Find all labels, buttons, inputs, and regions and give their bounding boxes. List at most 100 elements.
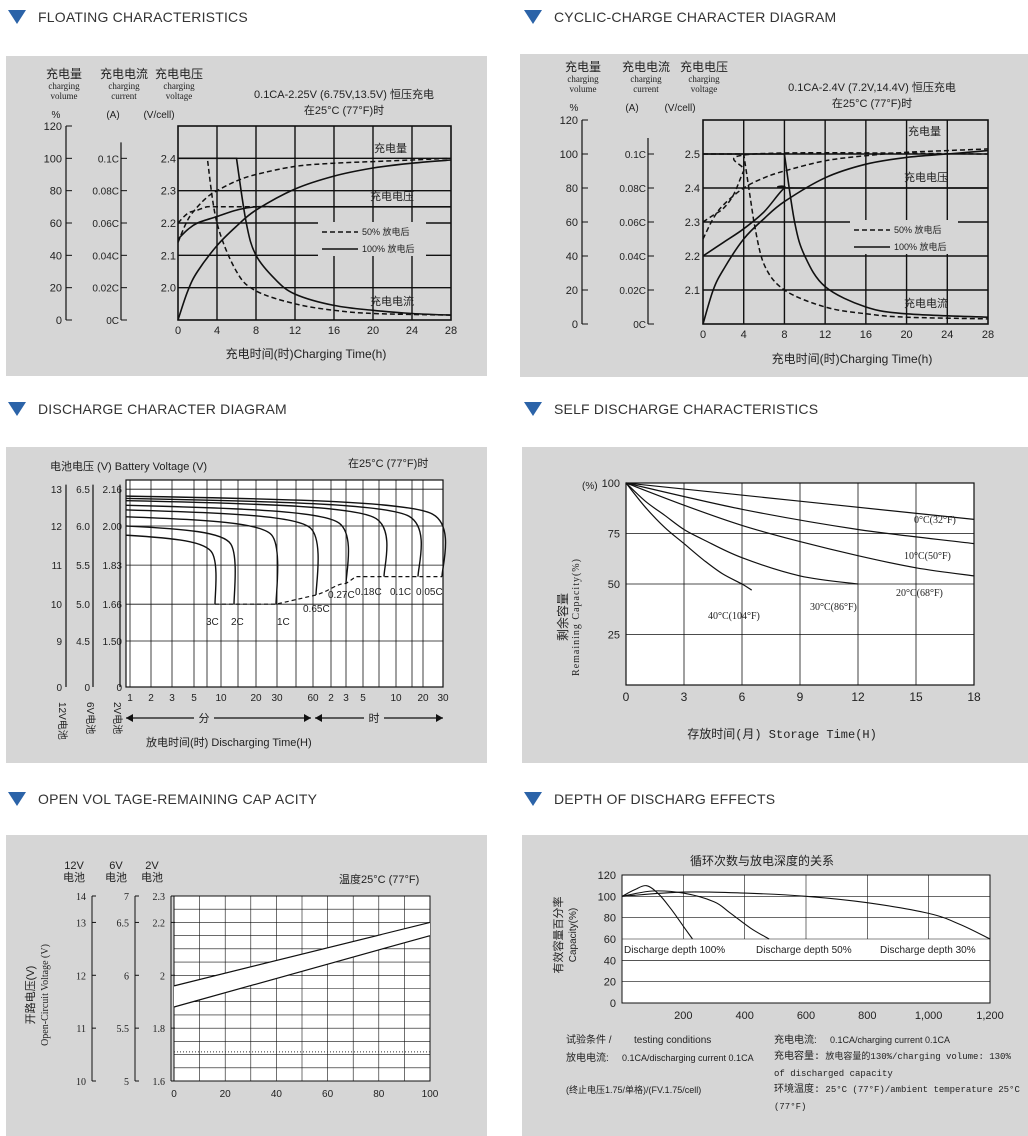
x-tick-label: 4 — [741, 329, 747, 341]
panel-discharge: 电池电压 (V) Battery Voltage (V) 在25°C (77°F… — [6, 447, 487, 763]
x-tick-label: 20 — [367, 325, 379, 337]
y-tick-label-current: 0.06C — [92, 219, 119, 230]
col2-zh: 充电电流 — [100, 66, 148, 81]
y-tick-label-current: 0.04C — [92, 251, 119, 262]
y-tick-label-current: 0C — [106, 316, 119, 327]
triangle-bullet-icon — [524, 402, 542, 416]
x-tick-label: 6 — [739, 690, 746, 704]
label-voltage: 充电电压 — [904, 170, 948, 184]
header-floating: FLOATING CHARACTERISTICS — [8, 9, 248, 25]
x-tick-label: 4 — [214, 325, 220, 337]
x-tick-label: 60 — [322, 1089, 334, 1100]
y-axis-label-en: Capacity(%) — [568, 908, 579, 962]
y-axis-label-zh: 剩余容量 — [555, 593, 570, 641]
cond2: 在25°C (77°F)时 — [832, 97, 912, 110]
y-tick-label-voltage: 2.0 — [161, 283, 176, 295]
curve-current-50 — [178, 157, 452, 316]
y-tick-label: 75 — [608, 529, 620, 541]
y-tick-label-volume: 40 — [50, 250, 62, 262]
x-axis-label: 放电时间(时) Discharging Time(H) — [146, 735, 312, 749]
header-text: OPEN VOL TAGE-REMAINING CAP ACITY — [38, 791, 318, 807]
x-tick-minute: 3 — [169, 693, 175, 704]
header-open-voltage: OPEN VOL TAGE-REMAINING CAP ACITY — [8, 791, 317, 807]
y-tick-label-volume: 20 — [566, 285, 578, 297]
y-tick-label-volume: 100 — [44, 153, 62, 165]
curve-volume-50 — [702, 148, 989, 240]
y-tick-label-voltage: 2.3 — [685, 217, 700, 229]
x-tick-minute: 2 — [148, 693, 154, 704]
y-tick-label-current: 0C — [633, 320, 646, 331]
y-tick-label-12v: 14 — [76, 892, 86, 903]
y-tick-label-volume: 0 — [572, 319, 578, 331]
y-tick-label-2v: 1.66 — [103, 600, 123, 611]
col1-unit: % — [52, 110, 61, 121]
y-tick-label-voltage: 2.5 — [685, 149, 700, 161]
x-axis-label: 充电时间(时)Charging Time(h) — [772, 351, 933, 366]
label-volume: 充电量 — [908, 124, 941, 138]
x-tick-label: 8 — [253, 325, 259, 337]
triangle-bullet-icon — [8, 402, 26, 416]
cond1: 0.1CA-2.4V (7.2V,14.4V) 恒压充电 — [788, 80, 956, 94]
col3-zh: 充电电压 — [680, 59, 728, 74]
x-tick-hour: 10 — [390, 693, 402, 704]
y-tick-label: 80 — [604, 913, 616, 925]
curve-voltage-100 — [177, 205, 451, 240]
band-fill — [174, 922, 430, 1007]
y-tick-label-2v: 2.16 — [103, 485, 123, 496]
x-tick-label: 24 — [406, 325, 418, 337]
x-tick-label: 0 — [700, 329, 706, 341]
discharge-curve-1C — [125, 516, 279, 605]
x-tick-label: 20 — [900, 329, 912, 341]
triangle-bullet-icon — [8, 792, 26, 806]
y-tick-label-voltage: 2.3 — [161, 186, 176, 198]
curve-Discharge depth 100% — [621, 885, 693, 940]
floating-chart: 充电量 charging volume % 充电电流 charging curr… — [44, 66, 457, 361]
y-tick-label-2v: 1.8 — [153, 1024, 166, 1035]
col2-en1: charging — [108, 81, 140, 91]
discharge-label-0.18C: 0.18C — [355, 587, 382, 598]
y-tick-label-2v: 1.83 — [103, 561, 123, 572]
header-discharge: DISCHARGE CHARACTER DIAGRAM — [8, 401, 287, 417]
y-tick-label: 120 — [598, 870, 616, 882]
y-tick-label-12v: 10 — [51, 600, 63, 611]
cyclic-chart: 充电量 charging volume % 充电电流 charging curr… — [560, 59, 994, 366]
col1-en1: charging — [48, 81, 80, 91]
x-tick-hour: 2 — [328, 693, 334, 704]
note-cap-v: 放电容量的130%/charging volume: 130% of disch… — [774, 1052, 1011, 1079]
x-tick-label: 40 — [271, 1089, 283, 1100]
col1-unit: % — [570, 103, 579, 114]
x-tick-hour: 5 — [360, 693, 366, 704]
note-test-k: 试验条件 / — [566, 1033, 612, 1046]
curve-volume-100 — [177, 159, 452, 321]
y-axis-label-en: Open-Circuit Voltage (V) — [40, 944, 51, 1046]
curve-30°C(86°F) — [625, 482, 859, 585]
y-tick-label-current: 0.1C — [625, 150, 646, 161]
y-tick-label-12v: 11 — [76, 1024, 86, 1035]
x-tick-label: 18 — [967, 690, 981, 704]
y-tick-label-6v: 6.5 — [76, 485, 90, 496]
y-tick-label-12v: 12 — [76, 971, 86, 982]
col2-en2: current — [111, 91, 137, 101]
x-axis-label: 充电时间(时)Charging Time(h) — [226, 346, 387, 361]
x-tick-minute: 5 — [191, 693, 197, 704]
h6: 6V — [109, 860, 123, 872]
curve-40°C(104°F) — [625, 482, 753, 591]
col3-en1: charging — [163, 81, 195, 91]
x-tick-label: 24 — [941, 329, 953, 341]
x-tick-hour: 3 — [343, 693, 349, 704]
y-tick-label: 100 — [602, 478, 620, 490]
x-tick-minute: 10 — [215, 693, 227, 704]
note-test-v: testing conditions — [634, 1035, 711, 1046]
y-tick-label-volume: 80 — [566, 183, 578, 195]
col2-unit: (A) — [625, 103, 638, 114]
x-tick-label: 12 — [819, 329, 831, 341]
header-cyclic: CYCLIC-CHARGE CHARACTER DIAGRAM — [524, 9, 836, 25]
y-tick-label-volume: 40 — [566, 251, 578, 263]
note-chg-k: 充电电流: — [774, 1033, 817, 1046]
y-tick-label-2v: 2.3 — [153, 892, 166, 903]
y-tick-label-6v: 5.0 — [76, 600, 90, 611]
col-2v-label: 2V电池 — [111, 702, 124, 734]
x-tick-label: 1,000 — [915, 1010, 943, 1022]
y-tick-label-volume: 20 — [50, 283, 62, 295]
self-discharge-chart: (%) 剩余容量 Remaining Capacity(%) 存放时间(月) S… — [555, 478, 981, 742]
